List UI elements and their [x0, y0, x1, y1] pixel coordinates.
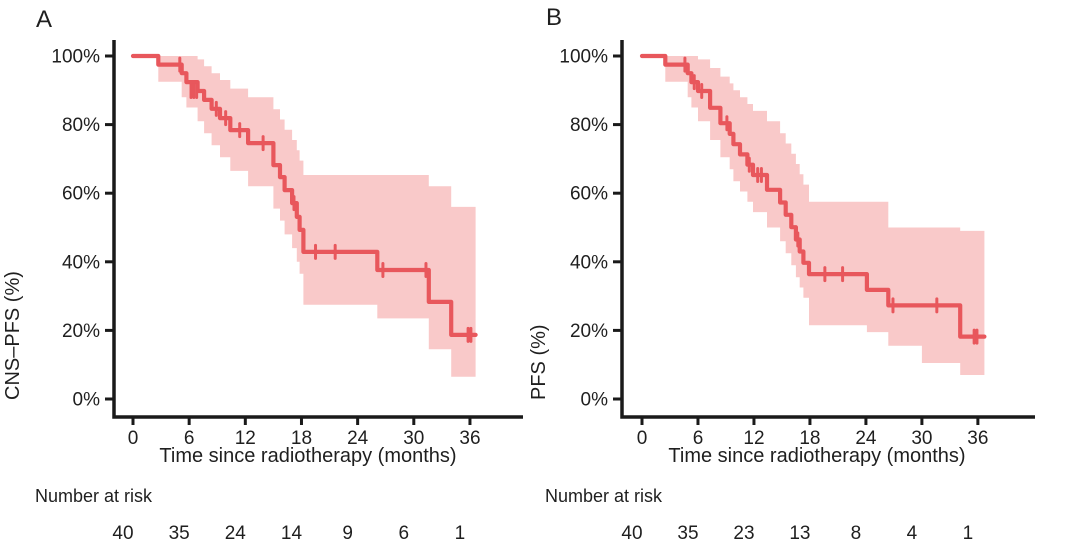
number-at-risk-count: 6 [399, 523, 410, 544]
panel-a-x-axis-title: Time since radiotherapy (months) [159, 445, 457, 467]
number-at-risk-count: 35 [169, 523, 190, 544]
number-at-risk-count: 4 [907, 523, 918, 544]
number-at-risk-count: 1 [455, 523, 466, 544]
number-at-risk-count: 23 [733, 523, 754, 544]
axes [112, 40, 523, 419]
x-tick-label: 18 [291, 428, 312, 449]
panel-a: 100% 80% 60% 40% 20% 0% 0 6 12 18 24 30 36 40 35 24 14 9 6… [51, 40, 523, 544]
x-tick-label: 24 [855, 428, 877, 449]
x-tick-label: 30 [403, 428, 424, 449]
y-tick-label: 60% [62, 184, 100, 205]
panel-a-y-axis-title: CNS–PFS (%) [2, 271, 24, 400]
number-at-risk-count: 40 [112, 523, 133, 544]
km-curve [130, 53, 478, 337]
axes [620, 40, 1035, 419]
y-tick-label: 40% [62, 252, 100, 273]
x-tick-label: 12 [235, 428, 256, 449]
panel-a-number-at-risk-title: Number at risk [35, 486, 153, 506]
x-tick-label: 0 [128, 428, 139, 449]
y-tick-label: 80% [570, 115, 608, 136]
panel-b-x-axis-title: Time since radiotherapy (months) [668, 445, 966, 467]
number-at-risk-count: 14 [281, 523, 303, 544]
x-tick-label: 24 [347, 428, 369, 449]
panel-b-letter: B [546, 4, 563, 31]
y-tick-label: 0% [581, 390, 609, 411]
number-at-risk-count: 1 [963, 523, 974, 544]
y-tick-label: 20% [570, 321, 608, 342]
y-tick-label: 100% [51, 47, 100, 68]
number-at-risk-count: 35 [677, 523, 698, 544]
x-tick-label: 0 [637, 428, 648, 449]
panel-b: 100% 80% 60% 40% 20% 0% 0 6 12 18 24 30 36 40 35 23 13 8 4… [559, 40, 1035, 544]
confidence-band [158, 56, 476, 377]
number-at-risk-count: 9 [342, 523, 353, 544]
panel-b-number-at-risk-title: Number at risk [545, 486, 663, 506]
x-tick-label: 6 [693, 428, 704, 449]
y-tick-label: 100% [559, 47, 608, 68]
confidence-band [665, 56, 985, 375]
x-tick-label: 18 [799, 428, 820, 449]
x-tick-label: 6 [184, 428, 195, 449]
y-tick-label: 0% [73, 390, 101, 411]
number-at-risk-count: 24 [225, 523, 247, 544]
x-tick-label: 36 [967, 428, 988, 449]
number-at-risk-count: 40 [621, 523, 642, 544]
x-tick-label: 30 [911, 428, 932, 449]
y-tick-label: 20% [62, 321, 100, 342]
y-tick-label: 60% [570, 184, 608, 205]
y-tick-label: 40% [570, 252, 608, 273]
number-at-risk-count: 13 [789, 523, 810, 544]
panel-b-y-axis-title: PFS (%) [528, 324, 550, 400]
x-tick-label: 12 [743, 428, 764, 449]
y-tick-label: 80% [62, 115, 100, 136]
panel-a-letter: A [36, 6, 53, 33]
x-tick-label: 36 [459, 428, 480, 449]
number-at-risk-count: 8 [851, 523, 862, 544]
